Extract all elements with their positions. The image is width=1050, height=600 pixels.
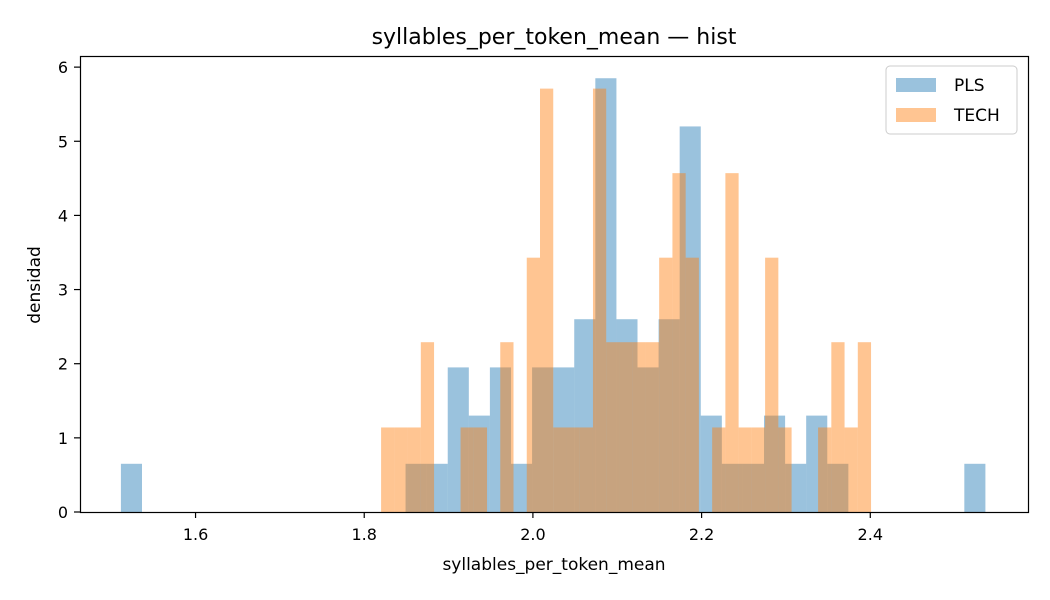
bar-tech (685, 257, 699, 512)
bar-pls (120, 463, 142, 512)
bar-tech (645, 342, 660, 512)
bar-tech (778, 427, 792, 512)
bar-pls (964, 463, 986, 512)
legend-box (885, 65, 1018, 135)
bar-tech (420, 342, 435, 512)
bar-tech (407, 427, 421, 512)
bar-tech (818, 427, 832, 512)
legend-swatch-pls (896, 78, 936, 92)
y-axis: 0 1 2 3 4 5 6 (58, 58, 80, 522)
bar-tech (579, 427, 593, 512)
bar-tech (526, 257, 540, 512)
chart-title: syllables_per_token_mean — hist (372, 25, 737, 50)
y-tick-label: 3 (58, 281, 68, 300)
bar-tech (394, 427, 408, 512)
bar-pls (742, 463, 765, 512)
bar-tech (566, 427, 580, 512)
bar-pls (616, 319, 638, 512)
bar-tech (500, 342, 514, 512)
y-tick-label: 2 (58, 355, 68, 374)
bar-pls (489, 367, 511, 512)
bar-pls (658, 319, 680, 512)
x-tick-label: 2.4 (858, 525, 883, 544)
y-axis-label: densidad (25, 246, 45, 324)
bar-tech (632, 342, 646, 512)
bar-pls (637, 367, 659, 512)
bar-tech (381, 427, 395, 512)
bar-pls (721, 463, 743, 512)
x-axis-label: syllables_per_token_mean (442, 555, 665, 575)
bar-pls (405, 463, 427, 512)
x-tick-label: 2.2 (689, 525, 714, 544)
bars-layer (120, 78, 986, 513)
bar-tech (672, 173, 686, 512)
bar-tech (592, 88, 607, 513)
bar-pls (785, 463, 807, 512)
x-axis: 1.6 1.8 2.0 2.2 2.4 (183, 512, 883, 544)
y-tick-label: 0 (58, 503, 68, 522)
x-tick-label: 2.0 (520, 525, 545, 544)
bar-pls (510, 463, 533, 512)
legend-label-tech: TECH (953, 106, 1000, 126)
legend: PLS TECH (885, 65, 1018, 135)
bar-tech (857, 342, 872, 512)
y-tick-label: 6 (58, 58, 68, 77)
bar-tech (725, 173, 739, 512)
x-tick-label: 1.6 (183, 525, 208, 544)
bar-pls (806, 415, 828, 512)
bar-pls (574, 319, 596, 512)
legend-label-pls: PLS (954, 76, 985, 96)
plot-frame (79, 55, 1030, 514)
y-tick-label: 1 (58, 429, 68, 448)
bar-pls (532, 367, 554, 512)
bar-tech (712, 427, 726, 512)
bar-pls (679, 126, 701, 512)
bar-pls (700, 415, 722, 512)
bar-tech (460, 427, 474, 512)
bar-tech (738, 427, 752, 512)
bar-tech (751, 427, 766, 512)
bar-pls (468, 415, 490, 512)
bar-tech (540, 88, 554, 513)
x-tick-label: 1.8 (352, 525, 377, 544)
bar-tech (553, 427, 567, 512)
y-tick-label: 4 (58, 206, 68, 225)
y-tick-label: 5 (58, 132, 68, 151)
bar-pls (426, 463, 448, 512)
bar-tech (844, 427, 858, 512)
bar-tech (659, 257, 673, 512)
bar-tech (606, 342, 620, 512)
bar-pls (553, 367, 575, 512)
bar-tech (765, 257, 779, 512)
bar-tech (831, 342, 845, 512)
bar-pls (447, 367, 469, 512)
bar-pls (764, 415, 786, 512)
bar-pls (595, 78, 617, 513)
bar-pls (827, 463, 849, 512)
bar-tech (473, 427, 488, 512)
bar-tech (619, 342, 633, 512)
legend-swatch-tech (896, 108, 936, 122)
